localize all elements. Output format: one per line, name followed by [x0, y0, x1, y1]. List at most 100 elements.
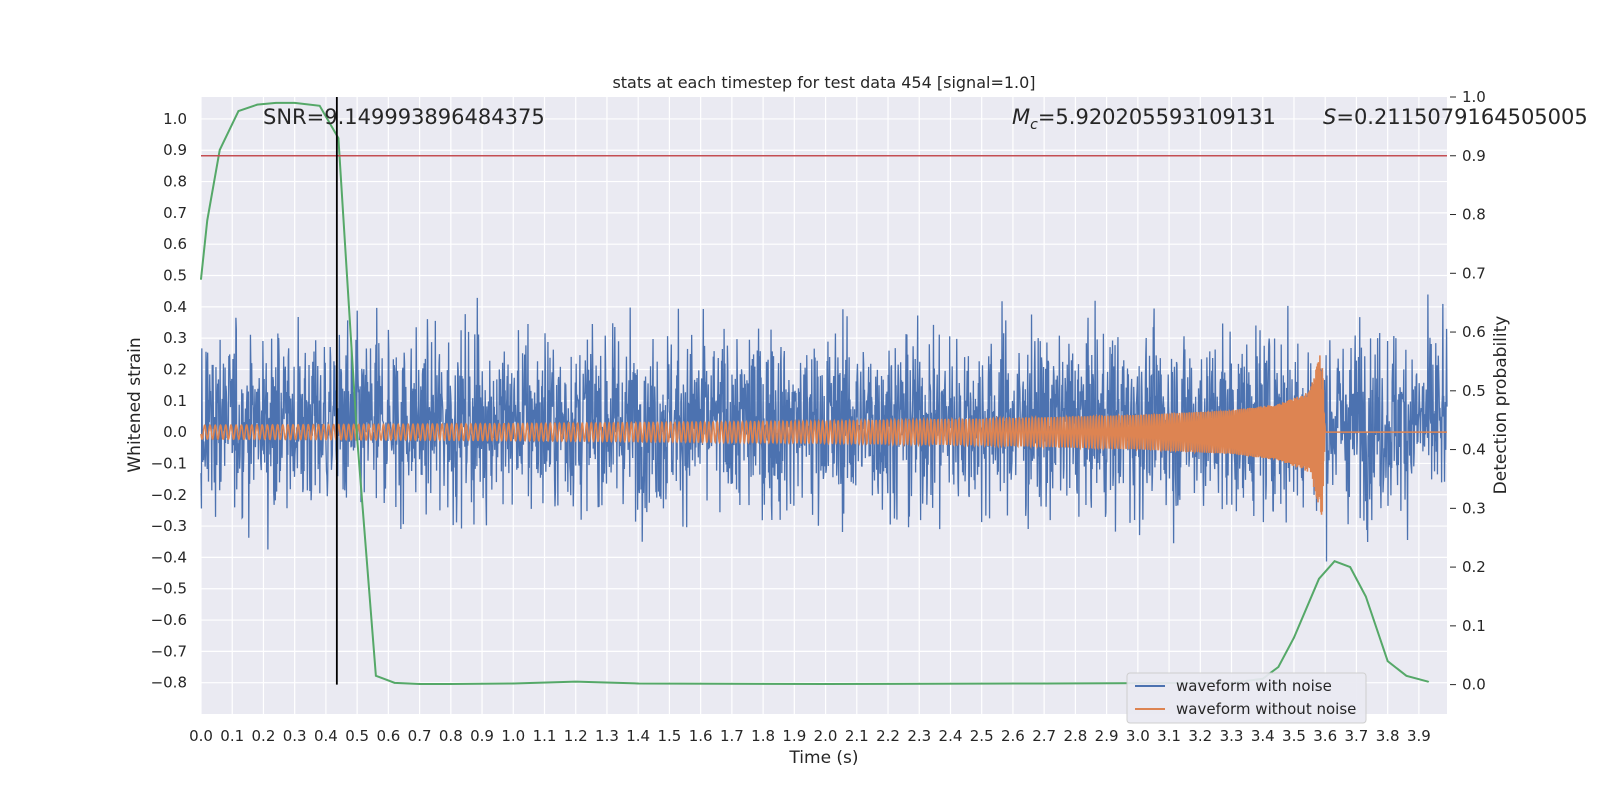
x-tick-label-28: 2.8 [1063, 727, 1087, 745]
prob-point-8 [337, 137, 340, 139]
y2-tick-label-4: 0.6 [1462, 323, 1486, 341]
y-tick-label-18: −0.8 [151, 674, 187, 692]
y-tick-label-16: −0.6 [151, 611, 187, 629]
prob-point-28 [1405, 675, 1408, 677]
x-tick-label-8: 0.8 [439, 727, 463, 745]
prob-point-9 [356, 437, 358, 439]
y-tick-label-5: 0.5 [163, 267, 187, 285]
prob-point-16 [637, 682, 639, 685]
y2-tick-label-1: 0.9 [1462, 147, 1486, 165]
x-axis-ticks: 0.0 0.1 0.2 0.3 0.4 0.5 0.6 0.7 0.8 0.9 1.0 1.1 1.2 1… [189, 727, 1431, 745]
detection-probability-path [200, 101, 1429, 686]
legend-label-noise: waveform with noise [1176, 677, 1332, 695]
prob-point-11 [393, 682, 396, 684]
x-tick-label-31: 3.1 [1157, 727, 1181, 745]
y2-tick-label-2: 0.8 [1462, 206, 1486, 224]
prob-point-29 [1427, 680, 1430, 683]
y-tick-label-8: 0.2 [163, 360, 187, 378]
x-axis-label: Time (s) [788, 748, 858, 768]
y2-tick-label-6: 0.4 [1462, 441, 1486, 459]
x-tick-label-17: 1.7 [720, 727, 744, 745]
y2-axis-label: Detection probability [1491, 316, 1511, 495]
chirp-mass-value: =5.920205593109131 [1038, 105, 1276, 129]
y2-tick-label-3: 0.7 [1462, 264, 1486, 282]
y-tick-label-6: 0.4 [163, 298, 187, 316]
y2-tick-label-7: 0.3 [1462, 499, 1486, 517]
x-tick-label-27: 2.7 [1032, 727, 1056, 745]
y-tick-label-9: 0.1 [163, 392, 187, 410]
x-tick-label-34: 3.4 [1251, 727, 1275, 745]
x-tick-label-11: 1.1 [533, 727, 557, 745]
prob-point-15 [574, 680, 577, 683]
prob-point-0 [200, 278, 202, 280]
y-tick-label-4: 0.6 [163, 235, 187, 253]
prob-point-24 [1333, 560, 1336, 563]
chirp-mass-subscript: c [1030, 117, 1038, 133]
x-tick-label-10: 1.0 [501, 727, 525, 745]
y-tick-label-10: 0.0 [163, 423, 187, 441]
prob-point-25 [1349, 566, 1351, 568]
y2-tick-label-8: 0.2 [1462, 558, 1486, 576]
x-tick-label-16: 1.6 [689, 727, 713, 745]
y2-tick-label-10: 0.0 [1462, 676, 1486, 694]
x-tick-label-15: 1.5 [657, 727, 681, 745]
x-tick-label-38: 3.8 [1376, 727, 1400, 745]
x-tick-label-25: 2.5 [970, 727, 994, 745]
prob-point-18 [1043, 682, 1045, 685]
prob-point-3 [237, 110, 240, 112]
y-axis-label: Whitened strain [125, 337, 145, 472]
prob-point-12 [418, 683, 421, 685]
prob-point-2 [218, 149, 221, 151]
y-tick-label-11: −0.1 [151, 454, 187, 472]
y-tick-label-15: −0.5 [151, 580, 187, 598]
x-tick-label-14: 1.4 [626, 727, 650, 745]
chirp-mass-annotation: Mc=5.920205593109131 [1012, 105, 1276, 133]
y-tick-label-7: 0.3 [163, 329, 187, 347]
clean-waveform-path [200, 355, 1447, 515]
snr-annotation: SNR=9.149993896484375 [263, 105, 545, 129]
y-tick-label-3: 0.7 [163, 204, 187, 222]
y-tick-label-1: 0.9 [163, 141, 187, 159]
prob-point-1 [206, 219, 209, 222]
x-tick-label-22: 2.2 [876, 727, 900, 745]
prob-point-26 [1365, 595, 1367, 598]
y2-tick-label-9: 0.1 [1462, 617, 1486, 635]
x-tick-label-21: 2.1 [845, 727, 869, 745]
prob-point-7 [318, 105, 321, 107]
x-tick-label-19: 1.9 [782, 727, 806, 745]
prob-point-23 [1318, 578, 1320, 580]
y-tick-label-17: −0.7 [151, 642, 187, 660]
x-tick-label-20: 2.0 [814, 727, 838, 745]
x-tick-label-7: 0.7 [408, 727, 432, 745]
x-tick-label-39: 3.9 [1407, 727, 1431, 745]
prob-point-13 [450, 683, 452, 685]
x-tick-label-1: 0.1 [220, 727, 244, 745]
x-tick-label-3: 0.3 [283, 727, 307, 745]
prob-point-10 [375, 675, 377, 677]
prob-point-21 [1277, 666, 1280, 668]
x-tick-label-32: 3.2 [1188, 727, 1212, 745]
x-tick-label-13: 1.3 [595, 727, 619, 745]
y2-tick-label-5: 0.5 [1462, 382, 1486, 400]
chirp-mass-symbol: M [1012, 105, 1030, 129]
x-tick-label-35: 3.5 [1282, 727, 1306, 745]
y-tick-label-14: −0.4 [151, 548, 187, 566]
x-tick-label-5: 0.5 [345, 727, 369, 745]
y2-axis-ticks: 1.0 0.9 0.8 0.7 0.6 0.5 0.4 0.3 0.2 0.1 0.0 [1450, 88, 1486, 694]
x-tick-label-30: 3.0 [1126, 727, 1150, 745]
y-tick-label-12: −0.2 [151, 486, 187, 504]
legend-box [1126, 672, 1367, 724]
x-tick-label-6: 0.6 [376, 727, 400, 745]
s-annotation: S=0.2115079164505005 [1323, 105, 1588, 129]
x-tick-label-2: 0.2 [252, 727, 276, 745]
series-waveform-without-noise [200, 355, 1447, 515]
s-value: =0.2115079164505005 [1336, 105, 1587, 129]
x-tick-label-26: 2.6 [1001, 727, 1025, 745]
x-tick-label-12: 1.2 [564, 727, 588, 745]
y2-tick-label-0: 1.0 [1462, 88, 1486, 106]
y-tick-label-13: −0.3 [151, 517, 187, 535]
y-tick-label-0: 1.0 [163, 110, 187, 128]
prob-point-17 [824, 683, 827, 685]
prob-point-4 [256, 103, 259, 106]
